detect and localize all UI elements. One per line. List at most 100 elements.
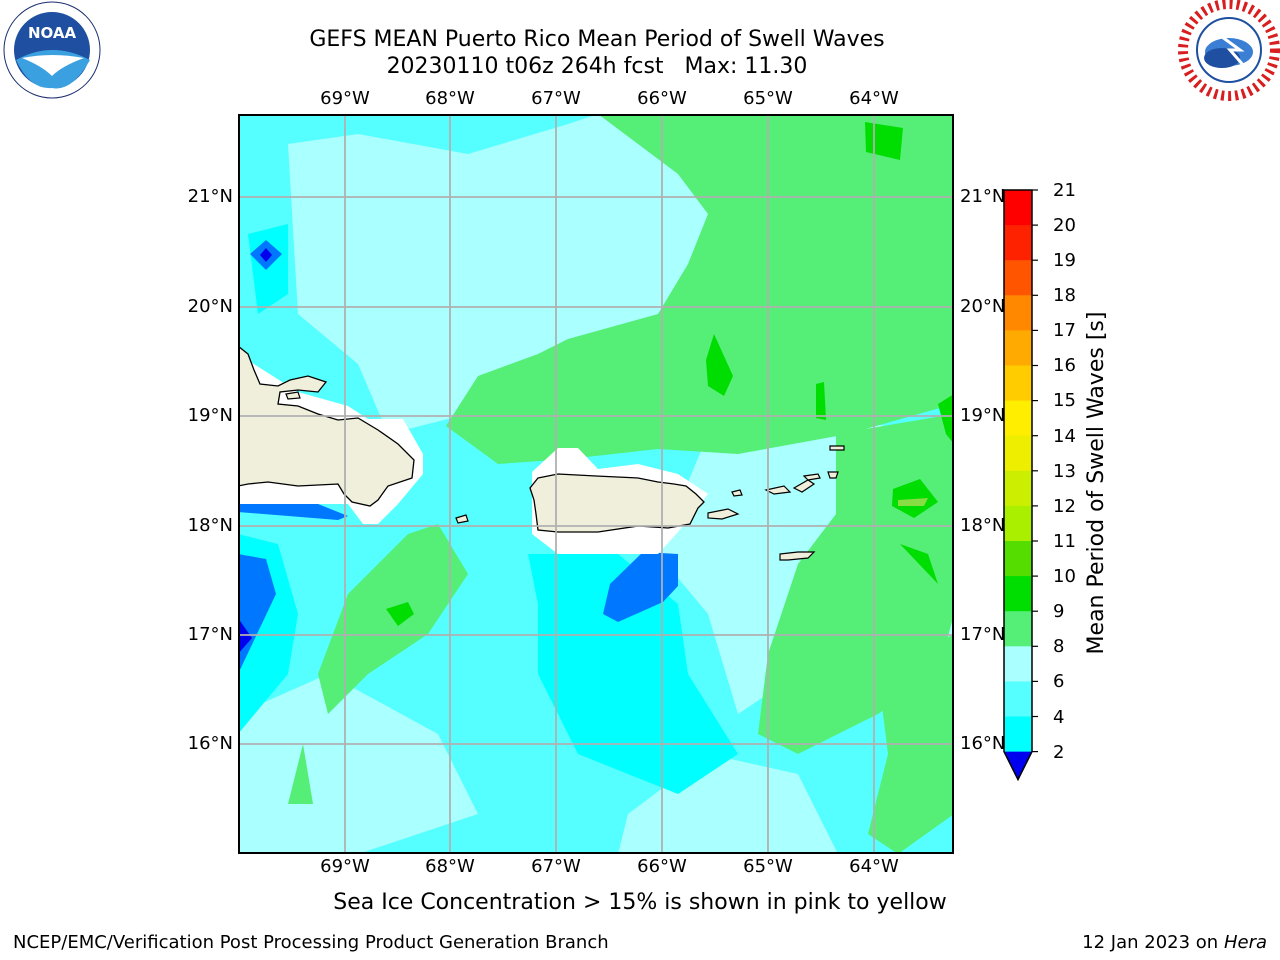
puerto-rico-land xyxy=(529,473,705,533)
lat-label-left: 16°N xyxy=(187,733,233,754)
field-11-12s xyxy=(706,334,733,396)
lat-label-right: 17°N xyxy=(960,624,1006,645)
colorbar-segment xyxy=(1004,611,1032,647)
lon-label-bottom: 65°W xyxy=(743,856,793,877)
field-6-8s xyxy=(528,554,738,794)
island xyxy=(792,479,816,493)
island xyxy=(802,473,821,481)
colorbar-tick-label: 21 xyxy=(1053,180,1076,201)
colorbar-tick-label: 14 xyxy=(1053,426,1076,447)
lon-label-bottom: 64°W xyxy=(849,856,899,877)
colorbar-extend-arrow xyxy=(1004,751,1032,780)
swell-period-map xyxy=(238,114,954,854)
field-11-12s xyxy=(900,544,938,584)
max-value: Max: 11.30 xyxy=(684,54,808,79)
field-6-8s xyxy=(248,224,288,314)
credit-machine: Hera xyxy=(1223,932,1267,953)
lat-label-right: 20°N xyxy=(960,296,1006,317)
colorbar-tick-label: 17 xyxy=(1053,320,1076,341)
lat-label-right: 21°N xyxy=(960,186,1006,207)
colorbar-tick-label: 9 xyxy=(1053,601,1065,622)
field-12-13s xyxy=(898,498,928,506)
lon-label-top: 67°W xyxy=(531,88,581,109)
colorbar-segment xyxy=(1004,225,1032,261)
field-11-12s xyxy=(816,382,826,420)
field-4-6s xyxy=(603,552,678,622)
colorbar-tick-label: 13 xyxy=(1053,461,1076,482)
lat-label-left: 17°N xyxy=(187,624,233,645)
credit-date: 12 Jan 2023 on xyxy=(1082,932,1224,953)
colorbar-tick-label: 11 xyxy=(1053,531,1076,552)
island xyxy=(764,485,792,495)
island xyxy=(827,471,839,479)
nws-logo xyxy=(1178,0,1280,101)
colorbar-segment xyxy=(1004,365,1032,402)
colorbar-tick-label: 18 xyxy=(1053,285,1076,306)
colorbar-tick-label: 15 xyxy=(1053,390,1076,411)
island xyxy=(731,489,743,497)
field-10-11s xyxy=(288,744,313,804)
colorbar-segment xyxy=(1004,190,1032,226)
field-11-12s xyxy=(386,602,414,626)
island xyxy=(455,514,469,524)
field-10-11s xyxy=(318,524,468,714)
colorbar-segment xyxy=(1004,646,1032,682)
lon-label-top: 65°W xyxy=(743,88,793,109)
lon-label-bottom: 69°W xyxy=(320,856,370,877)
colorbar-segment xyxy=(1004,716,1032,753)
colorbar-tick-label: 20 xyxy=(1053,215,1076,236)
chart-title: GEFS MEAN Puerto Rico Mean Period of Swe… xyxy=(309,27,885,52)
lon-label-top: 64°W xyxy=(849,88,899,109)
lat-label-left: 19°N xyxy=(187,405,233,426)
lon-label-bottom: 67°W xyxy=(531,856,581,877)
lat-label-left: 20°N xyxy=(187,296,233,317)
colorbar-tick-label: 16 xyxy=(1053,355,1076,376)
chart-subtitle: 20230110 t06z 264h fcst Max: 11.30 xyxy=(200,54,994,80)
field-9-10s xyxy=(238,674,478,854)
lon-label-top: 69°W xyxy=(320,88,370,109)
lon-label-top: 68°W xyxy=(425,88,475,109)
island xyxy=(285,391,301,400)
hispaniola-land xyxy=(238,345,415,507)
colorbar-tick-label: 12 xyxy=(1053,496,1076,517)
colorbar-segment xyxy=(1004,681,1032,717)
colorbar-outline xyxy=(1003,189,1033,782)
colorbar-segment xyxy=(1004,435,1032,472)
colorbar-segment xyxy=(1004,295,1032,331)
colorbar-tick-label: 8 xyxy=(1053,636,1065,657)
colorbar-tick-label: 19 xyxy=(1053,250,1076,271)
field-11-12s xyxy=(938,394,954,444)
island xyxy=(707,508,740,520)
field-9-10s xyxy=(618,754,838,854)
island xyxy=(779,551,816,561)
colorbar-segment xyxy=(1004,470,1032,507)
field-10-11s xyxy=(446,114,954,464)
colorbar-tick-label: 10 xyxy=(1053,566,1076,587)
colorbar-segment xyxy=(1004,576,1032,612)
field-11-12s xyxy=(892,479,938,518)
lon-label-top: 66°W xyxy=(637,88,687,109)
colorbar-label: Mean Period of Swell Waves [s] xyxy=(1084,311,1109,655)
lat-label-right: 16°N xyxy=(960,733,1006,754)
lat-label-left: 21°N xyxy=(187,186,233,207)
colorbar xyxy=(1003,189,1038,782)
colorbar-tick-label: 2 xyxy=(1053,742,1065,763)
lat-label-right: 19°N xyxy=(960,405,1006,426)
colorbar-tick-label: 4 xyxy=(1053,707,1065,728)
noaa-logo: NOAA xyxy=(3,1,101,99)
colorbar-segment xyxy=(1004,541,1032,577)
island xyxy=(829,445,845,451)
credit-left: NCEP/EMC/Verification Post Processing Pr… xyxy=(13,932,609,953)
field-4-6s xyxy=(238,500,348,520)
colorbar-segment xyxy=(1004,330,1032,366)
field-2-4s xyxy=(260,248,272,262)
colorbar-segment xyxy=(1004,400,1032,437)
lat-label-left: 18°N xyxy=(187,515,233,536)
noaa-logo-text: NOAA xyxy=(28,24,77,42)
sea-ice-note: Sea Ice Concentration > 15% is shown in … xyxy=(333,890,947,915)
field-2-4s xyxy=(238,618,252,654)
lon-label-bottom: 66°W xyxy=(637,856,687,877)
forecast-run: 20230110 t06z 264h fcst xyxy=(386,54,664,79)
map-border xyxy=(238,114,954,854)
lon-label-bottom: 68°W xyxy=(425,856,475,877)
